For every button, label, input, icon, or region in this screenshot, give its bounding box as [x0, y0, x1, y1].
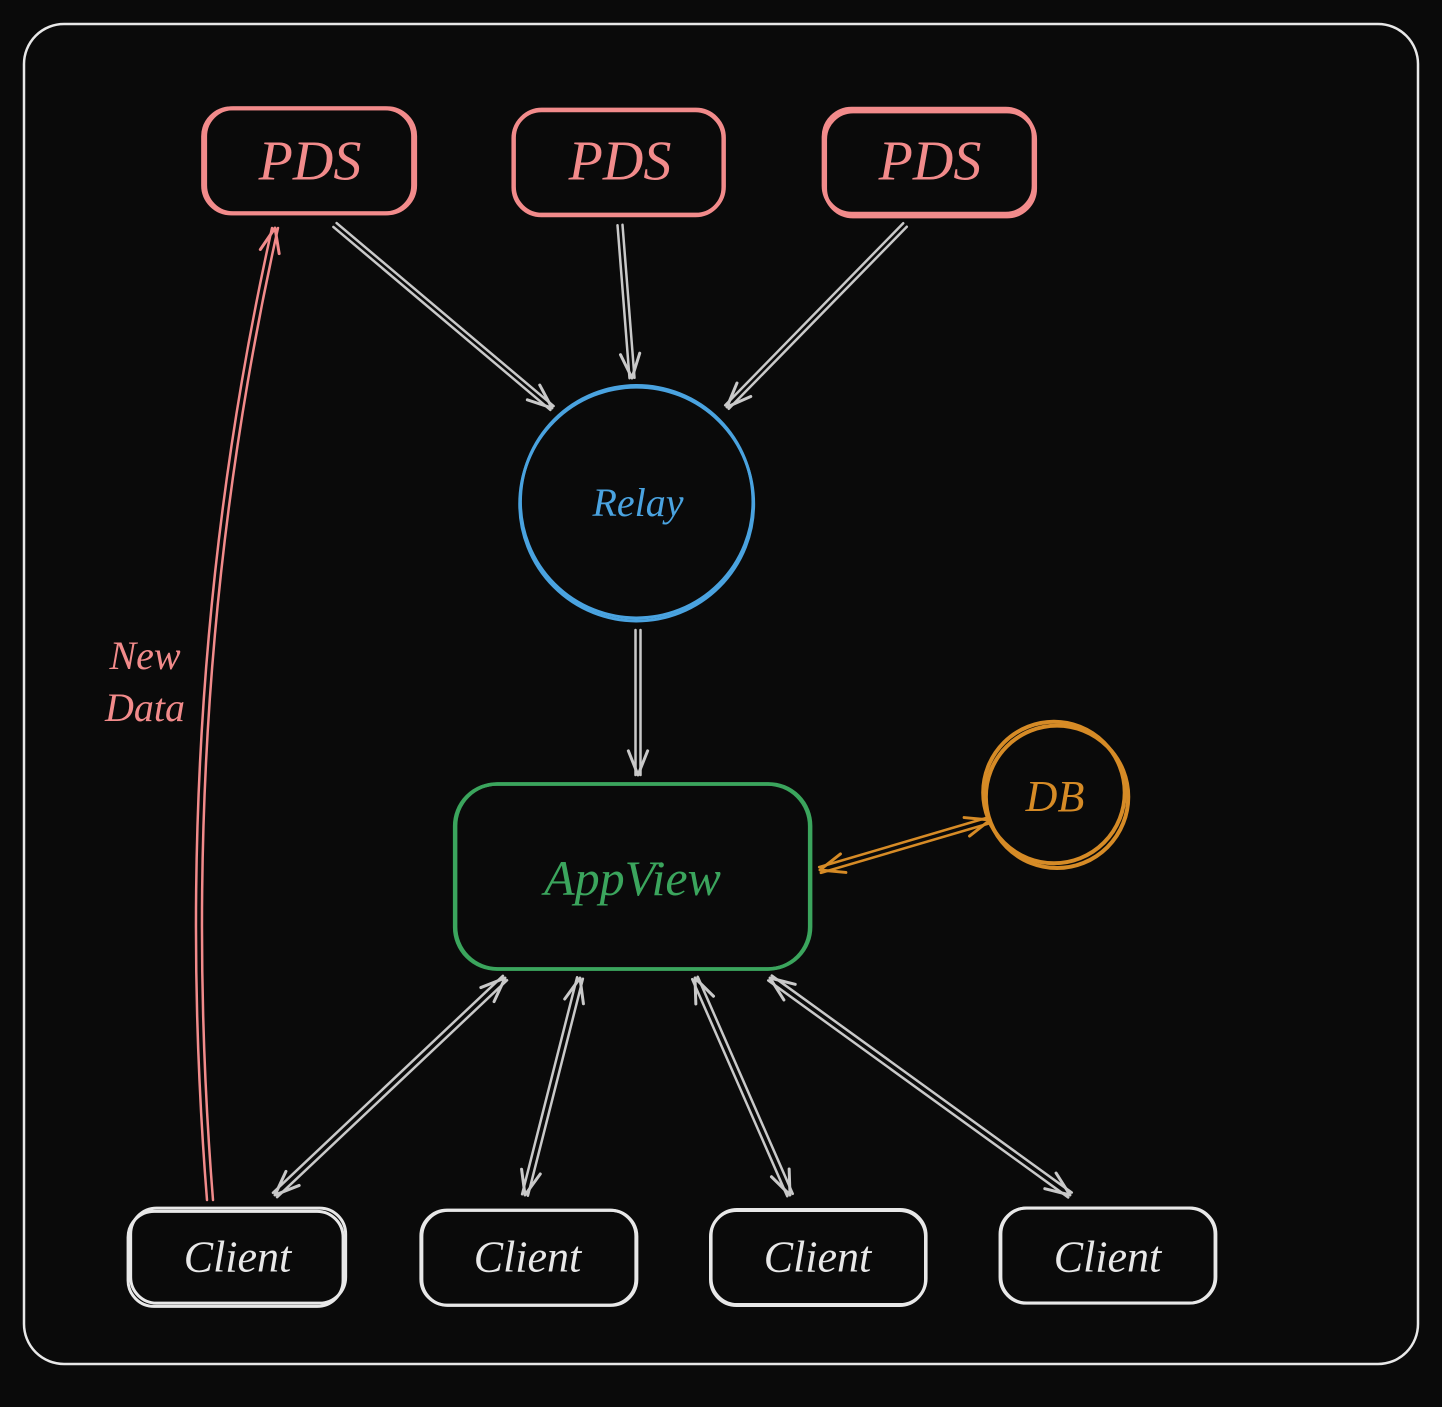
pds-label-0: PDS [258, 130, 362, 192]
edge-relay-appview [628, 630, 647, 775]
newdata-label-line2: Data [104, 685, 185, 730]
pds-label-1: PDS [568, 130, 672, 192]
client-label-3: Client [1054, 1233, 1163, 1282]
db-label: DB [1025, 772, 1085, 821]
client-node-0: Client [128, 1208, 346, 1306]
edge-newdata: New Data [104, 228, 279, 1200]
edge-appview-client-0 [273, 976, 507, 1197]
client-node-1: Client [421, 1210, 637, 1305]
db-node: DB [983, 722, 1128, 868]
newdata-label-line1: New [108, 633, 180, 678]
architecture-diagram: New Data PDS PDS PDS Relay AppView DB Client Cli… [0, 0, 1442, 1407]
client-node-2: Client [711, 1210, 927, 1306]
relay-label: Relay [591, 480, 683, 525]
appview-node: AppView [455, 784, 811, 969]
edge-appview-client-1 [522, 977, 584, 1195]
edge-appview-client-2 [692, 977, 792, 1196]
pds-label-2: PDS [878, 130, 982, 192]
client-node-3: Client [1000, 1208, 1216, 1303]
relay-node: Relay [520, 385, 754, 621]
client-label-1: Client [474, 1233, 583, 1282]
edge-pds-relay-2 [725, 223, 907, 408]
pds-node-2: PDS [824, 109, 1035, 217]
client-label-2: Client [764, 1233, 873, 1282]
edge-pds-relay-0 [333, 223, 553, 410]
edge-pds-relay-1 [618, 225, 640, 378]
edge-appview-db [819, 817, 991, 873]
pds-node-1: PDS [513, 110, 723, 216]
diagram-frame [24, 24, 1418, 1364]
appview-label: AppView [541, 850, 721, 906]
edge-appview-client-3 [768, 976, 1072, 1198]
pds-node-0: PDS [203, 108, 415, 213]
client-label-0: Client [184, 1233, 293, 1282]
